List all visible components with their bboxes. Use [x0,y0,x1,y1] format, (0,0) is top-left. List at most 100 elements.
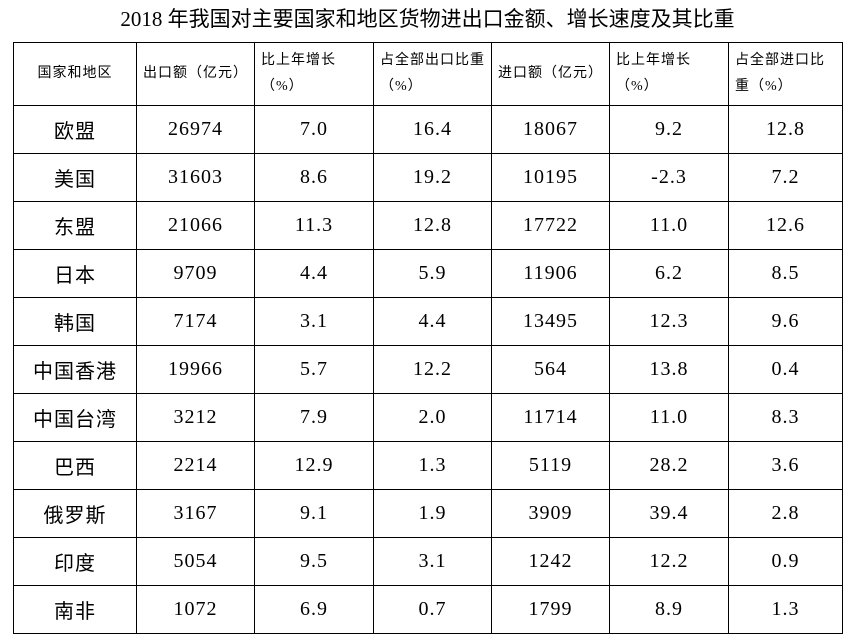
value-cell: 3909 [491,489,610,538]
value-cell: 8.9 [609,585,729,634]
value-cell: 9.1 [254,489,374,538]
value-cell: 1072 [136,585,255,634]
value-cell: 39.4 [609,489,729,538]
value-cell: 18067 [491,105,610,154]
value-cell: 11.0 [609,201,729,250]
table-title: 2018 年我国对主要国家和地区货物进出口金额、增长速度及其比重 [120,7,735,31]
value-cell: 8.5 [728,249,843,298]
header-cell: 占全部进口比重（%） [728,42,843,106]
table-row: 韩国 7174 3.1 4.4 13495 12.3 9.6 [13,297,843,346]
value-cell: 8.6 [254,153,374,202]
data-table: 国家和地区 出口额（亿元） 比上年增长（%） 占全部出口比重（%） 进口额（亿元） 比上年… [13,42,843,634]
table-row: 巴西 2214 12.9 1.3 5119 28.2 3.6 [13,441,843,490]
value-cell: 12.9 [254,441,374,490]
region-cell: 中国台湾 [13,393,137,442]
value-cell: 16.4 [373,105,492,154]
region-cell: 美国 [13,153,137,202]
header-cell: 比上年增长（%） [609,42,729,106]
value-cell: 564 [491,345,610,394]
value-cell: 1.3 [728,585,843,634]
value-cell: 2.0 [373,393,492,442]
value-cell: 28.2 [609,441,729,490]
value-cell: 9709 [136,249,255,298]
value-cell: 7.0 [254,105,374,154]
value-cell: 19.2 [373,153,492,202]
value-cell: 12.3 [609,297,729,346]
value-cell: 1.3 [373,441,492,490]
value-cell: 0.4 [728,345,843,394]
value-cell: 8.3 [728,393,843,442]
table-row: 南非 1072 6.9 0.7 1799 8.9 1.3 [13,585,843,634]
value-cell: 12.2 [373,345,492,394]
table-row: 东盟 21066 11.3 12.8 17722 11.0 12.6 [13,201,843,250]
region-cell: 欧盟 [13,105,137,154]
header-cell: 占全部出口比重（%） [373,42,492,106]
value-cell: 3.6 [728,441,843,490]
value-cell: 19966 [136,345,255,394]
table-row: 俄罗斯 3167 9.1 1.9 3909 39.4 2.8 [13,489,843,538]
value-cell: 13495 [491,297,610,346]
value-cell: -2.3 [609,153,729,202]
header-cell: 进口额（亿元） [491,42,610,106]
value-cell: 5.7 [254,345,374,394]
value-cell: 0.9 [728,537,843,586]
region-cell: 东盟 [13,201,137,250]
table-row: 中国香港 19966 5.7 12.2 564 13.8 0.4 [13,345,843,394]
value-cell: 9.5 [254,537,374,586]
value-cell: 26974 [136,105,255,154]
table-row: 中国台湾 3212 7.9 2.0 11714 11.0 8.3 [13,393,843,442]
value-cell: 6.2 [609,249,729,298]
value-cell: 2214 [136,441,255,490]
value-cell: 6.9 [254,585,374,634]
region-cell: 日本 [13,249,137,298]
header-row: 国家和地区 出口额（亿元） 比上年增长（%） 占全部出口比重（%） 进口额（亿元） 比上年… [13,42,843,106]
header-cell: 国家和地区 [13,42,137,106]
value-cell: 7.2 [728,153,843,202]
table-row: 欧盟 26974 7.0 16.4 18067 9.2 12.8 [13,105,843,154]
region-cell: 印度 [13,537,137,586]
value-cell: 5.9 [373,249,492,298]
value-cell: 11.3 [254,201,374,250]
value-cell: 3167 [136,489,255,538]
header-cell: 出口额（亿元） [136,42,255,106]
value-cell: 12.8 [373,201,492,250]
value-cell: 9.6 [728,297,843,346]
table-row: 日本 9709 4.4 5.9 11906 6.2 8.5 [13,249,843,298]
header-cell: 比上年增长（%） [254,42,374,106]
value-cell: 17722 [491,201,610,250]
value-cell: 9.2 [609,105,729,154]
value-cell: 5119 [491,441,610,490]
table-row: 美国 31603 8.6 19.2 10195 -2.3 7.2 [13,153,843,202]
value-cell: 2.8 [728,489,843,538]
region-cell: 南非 [13,585,137,634]
value-cell: 11.0 [609,393,729,442]
value-cell: 31603 [136,153,255,202]
value-cell: 5054 [136,537,255,586]
value-cell: 12.6 [728,201,843,250]
value-cell: 7.9 [254,393,374,442]
value-cell: 1799 [491,585,610,634]
value-cell: 21066 [136,201,255,250]
value-cell: 0.7 [373,585,492,634]
value-cell: 10195 [491,153,610,202]
region-cell: 韩国 [13,297,137,346]
region-cell: 中国香港 [13,345,137,394]
value-cell: 1242 [491,537,610,586]
region-cell: 巴西 [13,441,137,490]
value-cell: 12.2 [609,537,729,586]
value-cell: 7174 [136,297,255,346]
table-row: 印度 5054 9.5 3.1 1242 12.2 0.9 [13,537,843,586]
region-cell: 俄罗斯 [13,489,137,538]
value-cell: 11906 [491,249,610,298]
value-cell: 3.1 [254,297,374,346]
value-cell: 1.9 [373,489,492,538]
table-body: 国家和地区 出口额（亿元） 比上年增长（%） 占全部出口比重（%） 进口额（亿元） 比上年… [13,42,843,634]
value-cell: 4.4 [373,297,492,346]
value-cell: 4.4 [254,249,374,298]
value-cell: 13.8 [609,345,729,394]
value-cell: 3212 [136,393,255,442]
value-cell: 11714 [491,393,610,442]
value-cell: 3.1 [373,537,492,586]
value-cell: 12.8 [728,105,843,154]
